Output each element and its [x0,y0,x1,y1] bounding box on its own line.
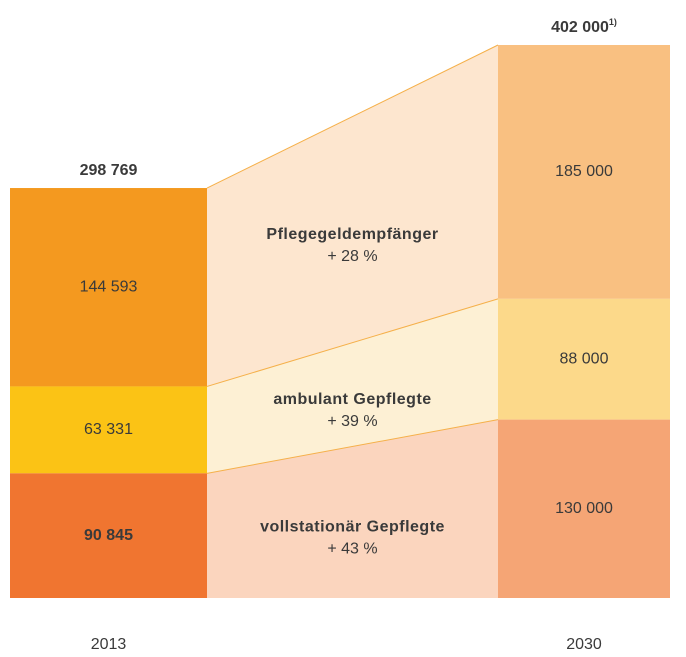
value-label: 63 331 [84,421,133,438]
series-name: Pflegegeldempfänger [266,226,438,243]
category-label: 2013 [91,636,127,653]
band [207,419,498,598]
series-change: + 43 % [327,540,377,557]
bar-segment [498,419,670,598]
band [207,298,498,474]
total-value: 402 000 [551,19,609,36]
bar-segment [10,188,207,387]
total-label: 402 0001) [551,17,617,36]
footnote: 1) [609,17,617,27]
value-label: 144 593 [80,278,138,295]
category-label: 2030 [566,636,602,653]
total-label: 298 769 [80,162,138,179]
bar-segment [498,298,670,420]
band-edge [206,298,499,387]
band-edge [206,44,499,189]
value-label: 90 845 [84,527,133,544]
bar-segment [498,45,670,299]
series-change: + 28 % [327,248,377,265]
series-name: ambulant Gepflegte [273,391,431,408]
band [207,45,498,387]
band-edge [206,419,499,474]
value-label: 88 000 [560,350,609,367]
bar-segment [10,473,207,598]
total-value: 298 769 [80,162,138,179]
value-label: 130 000 [555,500,613,517]
series-change: + 39 % [327,413,377,430]
series-name: vollstationär Gepflegte [260,518,445,535]
bar-segment [10,386,207,474]
value-label: 185 000 [555,163,613,180]
